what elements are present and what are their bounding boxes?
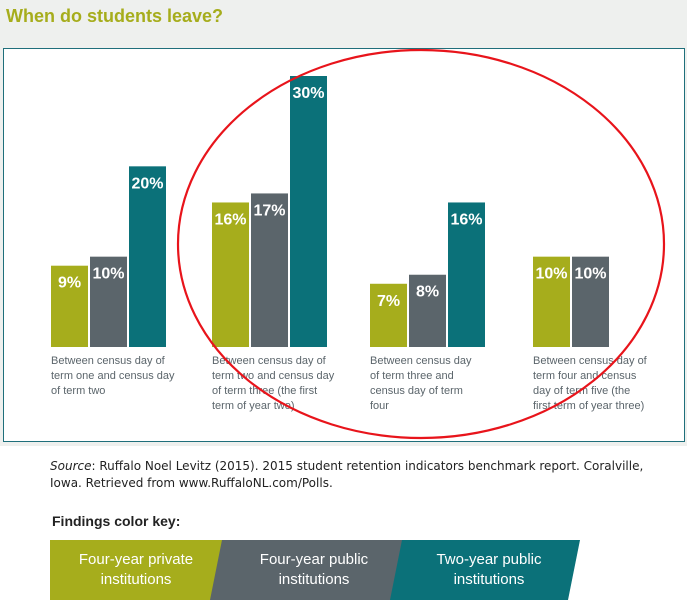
title-band: When do students leave? bbox=[0, 0, 687, 44]
key-label: Four-year public bbox=[260, 551, 369, 568]
category-label: census day of term bbox=[370, 385, 463, 397]
color-key-title: Findings color key: bbox=[52, 513, 181, 529]
category-label: of term two bbox=[51, 385, 105, 397]
key-swatch bbox=[50, 540, 230, 600]
source-label: Source bbox=[50, 459, 92, 473]
data-label: 10% bbox=[574, 266, 606, 283]
data-label: 16% bbox=[450, 211, 482, 228]
bar bbox=[370, 283, 407, 347]
bar bbox=[129, 166, 166, 347]
key-label: institutions bbox=[454, 571, 525, 588]
highlight-ellipse bbox=[176, 48, 666, 440]
data-label: 16% bbox=[214, 211, 246, 228]
bar bbox=[533, 256, 570, 347]
key-label: institutions bbox=[101, 571, 172, 588]
data-label: 8% bbox=[416, 284, 439, 301]
category-label: term four and census bbox=[533, 370, 637, 382]
bar bbox=[90, 256, 127, 347]
category-label: term of year two) bbox=[212, 400, 295, 412]
key-swatch bbox=[210, 540, 410, 600]
source-text: : Ruffalo Noel Levitz (2015). 2015 stude… bbox=[50, 459, 644, 490]
category-label: Between census day bbox=[370, 355, 472, 367]
category-label: four bbox=[370, 400, 389, 412]
data-label: 17% bbox=[253, 202, 285, 219]
bar bbox=[51, 265, 88, 347]
category-label: Between census day of bbox=[212, 355, 327, 367]
category-label: term one and census day bbox=[51, 370, 175, 382]
data-label: 10% bbox=[92, 266, 124, 283]
source-note: Source: Ruffalo Noel Levitz (2015). 2015… bbox=[50, 458, 650, 492]
bar bbox=[251, 193, 288, 347]
bar bbox=[572, 256, 609, 347]
bar-chart: 9% 10% 20% Between census day of term one an… bbox=[51, 48, 666, 440]
bar bbox=[212, 202, 249, 347]
data-label: 10% bbox=[535, 266, 567, 283]
category-label: Between census day of bbox=[51, 355, 166, 367]
chart-panel bbox=[0, 44, 687, 446]
data-label: 7% bbox=[377, 293, 400, 310]
bar bbox=[448, 202, 485, 347]
category-label: of term three and bbox=[370, 370, 454, 382]
data-label: 9% bbox=[58, 275, 81, 292]
bar bbox=[290, 76, 327, 347]
chart-title: When do students leave? bbox=[6, 6, 224, 26]
category-label: of term three (the first bbox=[212, 385, 317, 397]
chart-frame bbox=[3, 48, 685, 442]
category-label: day of term five (the bbox=[533, 385, 630, 397]
category-label: term two and census day bbox=[212, 370, 335, 382]
bar bbox=[409, 274, 446, 347]
key-label: Four-year private bbox=[79, 551, 193, 568]
data-label: 30% bbox=[292, 85, 324, 102]
key-label: Two-year public bbox=[436, 551, 542, 568]
key-swatch bbox=[390, 540, 580, 600]
data-label: 20% bbox=[131, 175, 163, 192]
key-label: institutions bbox=[279, 571, 350, 588]
